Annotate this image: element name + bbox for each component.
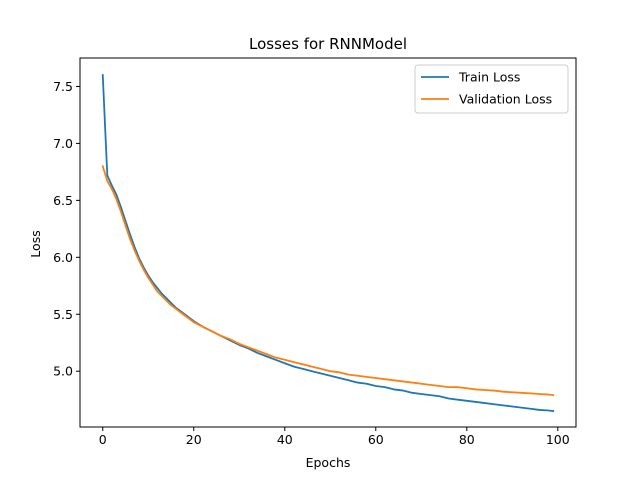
x-axis-ticks: 0 20 40 60 80 100 (99, 427, 570, 447)
series-layer (101, 74, 555, 413)
x-tick-label: 0 (99, 432, 107, 447)
x-tick-label: 60 (368, 432, 384, 447)
y-tick-label: 7.0 (53, 136, 73, 151)
y-axis-ticks: 5.0 5.5 6.0 6.5 7.0 7.5 (53, 79, 80, 379)
series-line-train-loss (101, 74, 555, 413)
chart-title: Losses for RNNModel (249, 35, 407, 53)
x-tick-label: 100 (546, 432, 570, 447)
y-tick-label: 5.5 (53, 307, 73, 322)
legend-label: Train Loss (458, 70, 520, 85)
y-tick-label: 5.0 (53, 364, 73, 379)
legend: Train Loss Validation Loss (414, 64, 569, 114)
y-axis-title: Loss (28, 230, 43, 257)
legend-frame (414, 64, 569, 114)
x-tick-label: 20 (186, 432, 202, 447)
axes-layer (79, 57, 577, 428)
x-axis-title: Epochs (306, 455, 351, 470)
series-line-validation-loss (101, 165, 555, 397)
legend-label: Validation Loss (459, 92, 552, 107)
x-tick-label: 40 (277, 432, 293, 447)
plot-frame (79, 57, 577, 428)
y-tick-label: 6.5 (53, 193, 73, 208)
y-tick-label: 6.0 (53, 250, 73, 265)
x-tick-label: 80 (459, 432, 475, 447)
y-tick-label: 7.5 (53, 79, 73, 94)
